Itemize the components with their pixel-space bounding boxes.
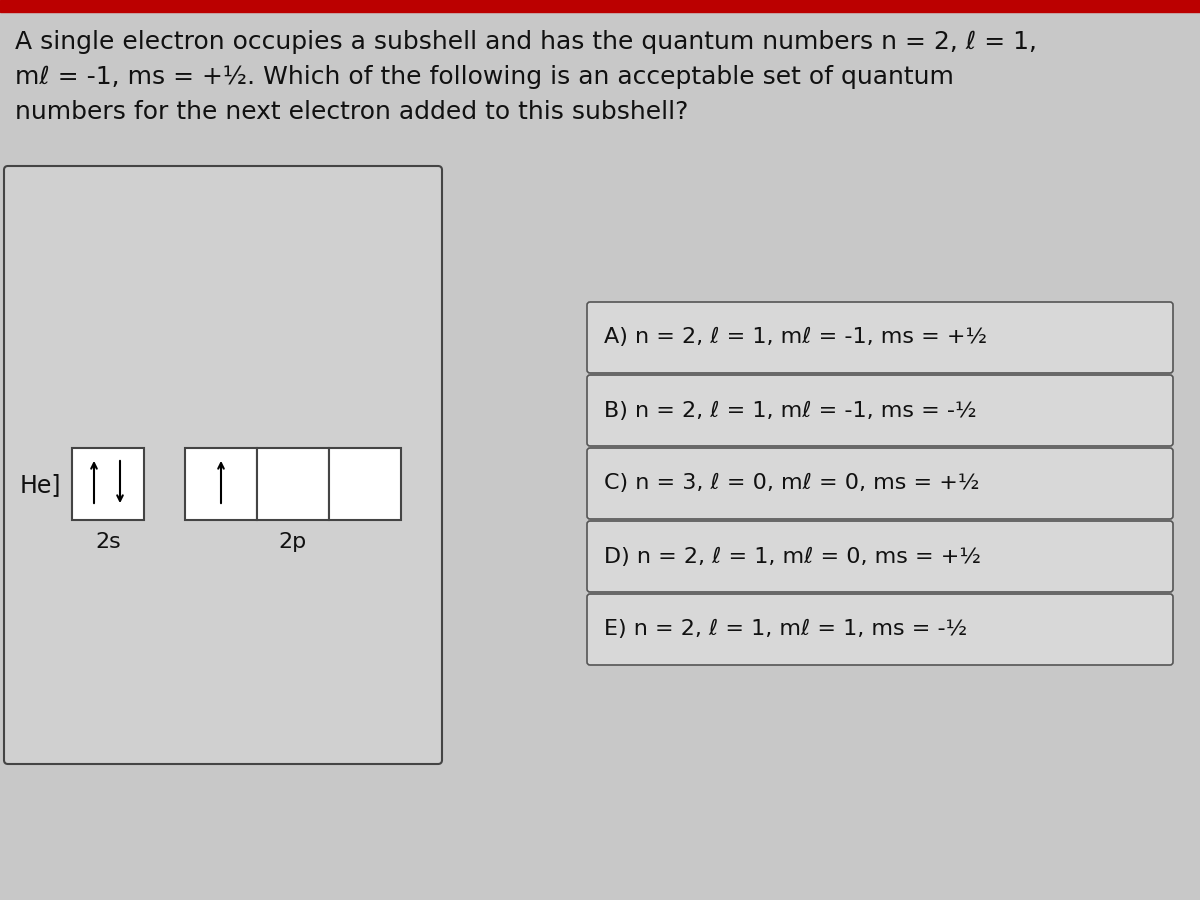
FancyBboxPatch shape: [4, 166, 442, 764]
Text: 2s: 2s: [95, 532, 121, 552]
Text: mℓ = -1, ms = +½. Which of the following is an acceptable set of quantum: mℓ = -1, ms = +½. Which of the following…: [14, 65, 954, 89]
Text: B) n = 2, ℓ = 1, mℓ = -1, ms = -½: B) n = 2, ℓ = 1, mℓ = -1, ms = -½: [604, 400, 977, 420]
FancyBboxPatch shape: [587, 375, 1174, 446]
Bar: [185, 448, 257, 520]
FancyBboxPatch shape: [587, 594, 1174, 665]
Bar: [72, 448, 144, 520]
FancyBboxPatch shape: [587, 448, 1174, 519]
FancyBboxPatch shape: [587, 521, 1174, 592]
Bar: [257, 448, 329, 520]
Text: numbers for the next electron added to this subshell?: numbers for the next electron added to t…: [14, 100, 689, 124]
Text: He]: He]: [20, 473, 61, 497]
Text: A) n = 2, ℓ = 1, mℓ = -1, ms = +½: A) n = 2, ℓ = 1, mℓ = -1, ms = +½: [604, 328, 988, 347]
FancyBboxPatch shape: [587, 302, 1174, 373]
Bar: [0, 0, 1200, 12]
Text: D) n = 2, ℓ = 1, mℓ = 0, ms = +½: D) n = 2, ℓ = 1, mℓ = 0, ms = +½: [604, 546, 982, 566]
Bar: [329, 448, 401, 520]
Text: C) n = 3, ℓ = 0, mℓ = 0, ms = +½: C) n = 3, ℓ = 0, mℓ = 0, ms = +½: [604, 473, 979, 493]
Text: E) n = 2, ℓ = 1, mℓ = 1, ms = -½: E) n = 2, ℓ = 1, mℓ = 1, ms = -½: [604, 619, 967, 640]
Text: 2p: 2p: [278, 532, 307, 552]
Text: A single electron occupies a subshell and has the quantum numbers n = 2, ℓ = 1,: A single electron occupies a subshell an…: [14, 30, 1037, 54]
